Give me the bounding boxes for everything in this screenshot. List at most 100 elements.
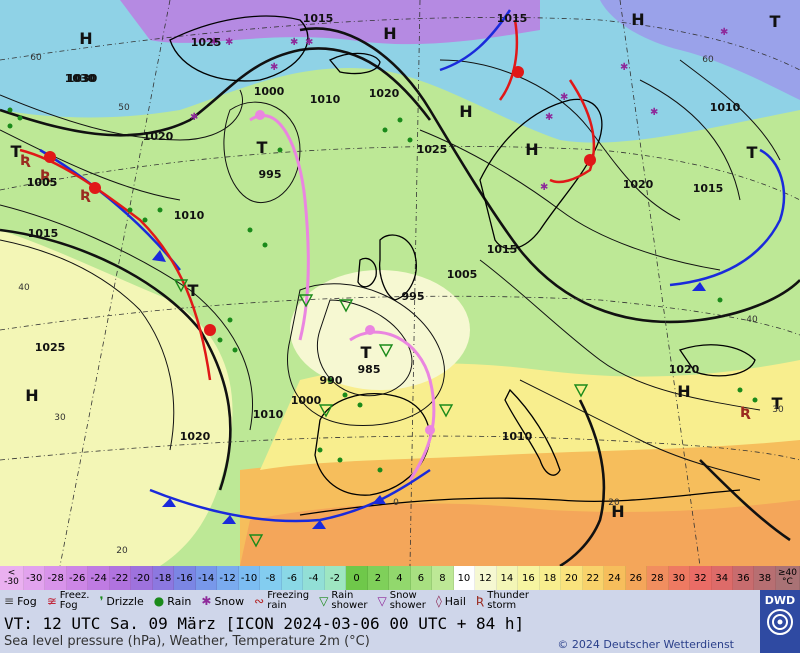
high-pressure-center: H <box>677 382 690 401</box>
isobar-label: 1015 <box>28 227 59 240</box>
legend-item: ❜ Drizzle <box>95 594 143 608</box>
legend-label: Rain <box>167 594 192 608</box>
scale-cell: -22 <box>109 566 132 590</box>
low-pressure-center: T <box>770 12 781 31</box>
high-pressure-center: H <box>79 29 92 48</box>
scale-cell: 18 <box>539 566 562 590</box>
high-pressure-center: H <box>383 24 396 43</box>
isobar-labels: 1015 1025 1030 1020 1000 995 1010 1015 1005 1025 1… <box>27 12 741 443</box>
isobar-label: 1025 <box>417 143 448 156</box>
rain-shower-icon: ▽ <box>319 594 329 608</box>
freezing-rain-icon: ∾ <box>254 594 265 608</box>
scale-cell: 14 <box>496 566 519 590</box>
isobar-label: 1015 <box>303 12 334 25</box>
isobar-label: 1020 <box>143 130 174 143</box>
isobar-label: 1015 <box>487 243 518 256</box>
low-pressure-center: T <box>188 281 199 300</box>
legend-item: ✱ Snow <box>197 594 244 608</box>
isotherm-label: 40 <box>18 283 30 293</box>
snow-icon: ✱ <box>201 594 212 608</box>
isobar-label: 1010 <box>253 408 284 421</box>
temperature-labels: 60 50 40 30 20 0 40 60 30 20 <box>18 53 784 556</box>
svg-text:✱: ✱ <box>545 112 553 123</box>
isotherm-label: 30 <box>54 413 66 423</box>
coast-scandinavia <box>479 98 603 250</box>
scale-cell: -26 <box>66 566 89 590</box>
legend-item: ▽ Snow shower <box>373 591 425 611</box>
coast-iceland <box>328 52 381 75</box>
legend-label: Snow <box>214 594 245 608</box>
isobars <box>0 59 781 481</box>
dwd-logo: DWD <box>760 590 800 653</box>
legend-item: ● Rain <box>150 594 192 608</box>
legend-label: Thunder storm <box>487 590 529 611</box>
freezing-fog-icon: ≆ <box>46 594 57 608</box>
svg-text:✱: ✱ <box>190 112 198 123</box>
isobar-label: 1020 <box>180 430 211 443</box>
scale-cell: -18 <box>152 566 175 590</box>
isobar-label: 1030 <box>65 72 96 85</box>
temp-zone-africa-hot <box>240 500 800 566</box>
low-pressure-center: T <box>257 138 268 157</box>
legend-label: Hail <box>444 594 466 608</box>
scale-cell: -2 <box>324 566 347 590</box>
isobar-label: 1020 <box>669 363 700 376</box>
isotherm-label: 30 <box>772 405 784 415</box>
scale-cell: -4 <box>303 566 325 590</box>
isobar-label: 990 <box>320 374 343 387</box>
legend-label: Fog <box>17 594 37 608</box>
legend-item: ◊ Hail <box>432 594 466 608</box>
scale-cell-min: < -30 <box>0 566 24 590</box>
svg-text:✱: ✱ <box>560 92 568 103</box>
isobar-label: 1010 <box>502 430 533 443</box>
scale-cell: -6 <box>281 566 304 590</box>
isobar-label: 995 <box>259 168 282 181</box>
high-pressure-center: H <box>631 10 644 29</box>
svg-text:Ʀ: Ʀ <box>80 188 91 204</box>
svg-text:✱: ✱ <box>210 37 218 48</box>
isotherm-label: 0 <box>393 498 399 508</box>
scale-cell: -10 <box>238 566 261 590</box>
occluded-front-central <box>249 110 436 481</box>
svg-text:✱: ✱ <box>720 27 728 38</box>
legend-label: Drizzle <box>106 594 144 608</box>
scale-cell: 10 <box>453 566 476 590</box>
legend-item: ≆ Freez. Fog <box>43 591 90 611</box>
isobar-label: 1000 <box>291 394 322 407</box>
hail-icon: ◊ <box>435 594 442 608</box>
scale-cell: -24 <box>88 566 110 590</box>
scale-cell: 8 <box>432 566 454 590</box>
scale-cell: -14 <box>195 566 218 590</box>
isobar-label: 1015 <box>693 182 724 195</box>
scale-cell: -16 <box>174 566 196 590</box>
scale-cell: 20 <box>561 566 583 590</box>
cold-front-atlantic <box>149 468 431 529</box>
coast-italy <box>504 388 561 476</box>
isotherm-label: 20 <box>116 546 128 556</box>
isobar-label: 1015 <box>497 12 528 25</box>
scale-cell: 2 <box>367 566 390 590</box>
thunderstorm-icon: Ʀ <box>475 594 485 608</box>
pressure-centers: H H H H H H H H T T T T T T T <box>11 10 783 521</box>
legend-label: Freezing rain <box>267 590 310 611</box>
svg-text:✱: ✱ <box>290 37 298 48</box>
svg-text:✱: ✱ <box>305 37 313 48</box>
rain-shower-symbols <box>173 279 589 548</box>
scale-cell: 16 <box>518 566 540 590</box>
svg-text:Ʀ: Ʀ <box>20 153 31 169</box>
coast-ireland <box>357 257 377 288</box>
legend-label: Rain shower <box>331 590 368 611</box>
isobar-label: 995 <box>402 290 425 303</box>
scale-cell: 12 <box>475 566 497 590</box>
valid-time: VT: 12 UTC Sa. 09 März [ICON 2024-03-06 … <box>4 614 525 633</box>
svg-text:✱: ✱ <box>620 62 628 73</box>
rain-symbols <box>7 107 758 473</box>
warm-front-nw <box>19 148 216 381</box>
scale-cell: -30 <box>24 566 46 590</box>
legend-item: ∾ Freezing rain <box>250 591 309 611</box>
isotherm-label: 20 <box>608 498 620 508</box>
isobar-label: 1005 <box>27 176 58 189</box>
svg-text:✱: ✱ <box>540 182 548 193</box>
scale-cell: 0 <box>346 566 368 590</box>
